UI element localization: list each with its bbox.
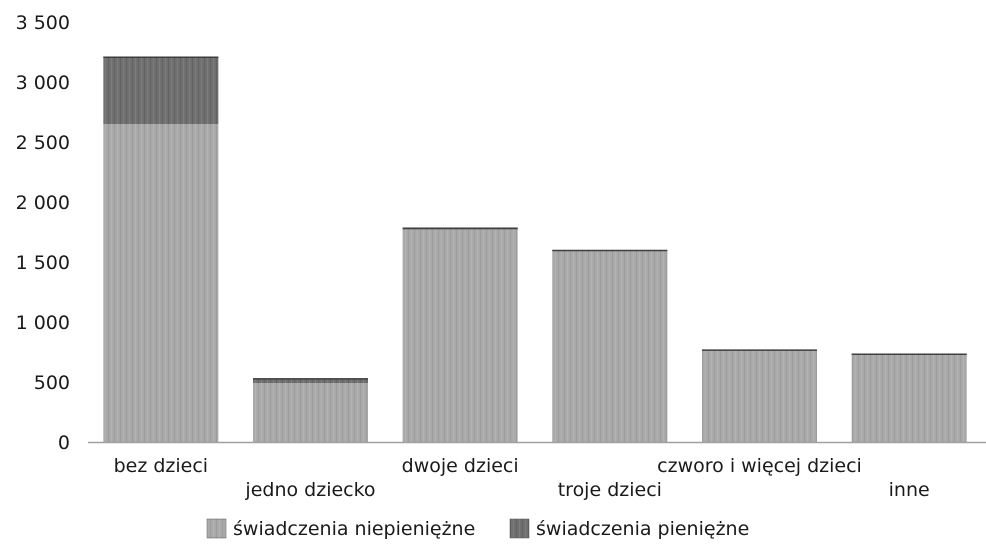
y-tick-label: 500 xyxy=(34,372,70,394)
bar-segment xyxy=(103,56,219,124)
y-axis: 0 500 1 000 1 500 2 000 2 500 3 000 3 500 xyxy=(16,12,70,454)
x-category-label: bez dzieci xyxy=(114,455,209,477)
y-tick-label: 1 000 xyxy=(16,312,70,334)
legend-swatch xyxy=(206,518,227,539)
y-tick-label: 1 500 xyxy=(16,252,70,274)
legend-label: świadczenia pieniężne xyxy=(536,518,749,540)
y-tick-label: 3 500 xyxy=(16,12,70,34)
y-tick-label: 0 xyxy=(58,432,70,454)
bar-segment xyxy=(702,350,817,442)
x-category-label: inne xyxy=(889,479,930,501)
bar-segment xyxy=(253,383,368,442)
legend-label: świadczenia niepieniężne xyxy=(233,518,475,540)
x-axis: bez dzieci jedno dziecko dwoje dzieci troje… xyxy=(88,441,986,501)
legend: świadczenia niepieniężne świadczenia pien… xyxy=(206,518,749,540)
x-category-label: czworo i więcej dzieci xyxy=(657,455,862,477)
bar-segment xyxy=(253,378,368,384)
x-category-label: dwoje dzieci xyxy=(402,455,519,477)
bar-segment xyxy=(552,251,668,442)
bars xyxy=(103,56,967,442)
x-category-label: troje dzieci xyxy=(558,479,662,501)
bar-segment xyxy=(402,229,518,442)
y-tick-label: 3 000 xyxy=(16,72,70,94)
x-category-label: jedno dziecko xyxy=(244,479,375,501)
y-tick-label: 2 500 xyxy=(16,132,70,154)
bar-segment xyxy=(103,124,219,442)
y-tick-label: 2 000 xyxy=(16,192,70,214)
bar-segment xyxy=(851,355,967,442)
legend-swatch xyxy=(509,518,530,539)
